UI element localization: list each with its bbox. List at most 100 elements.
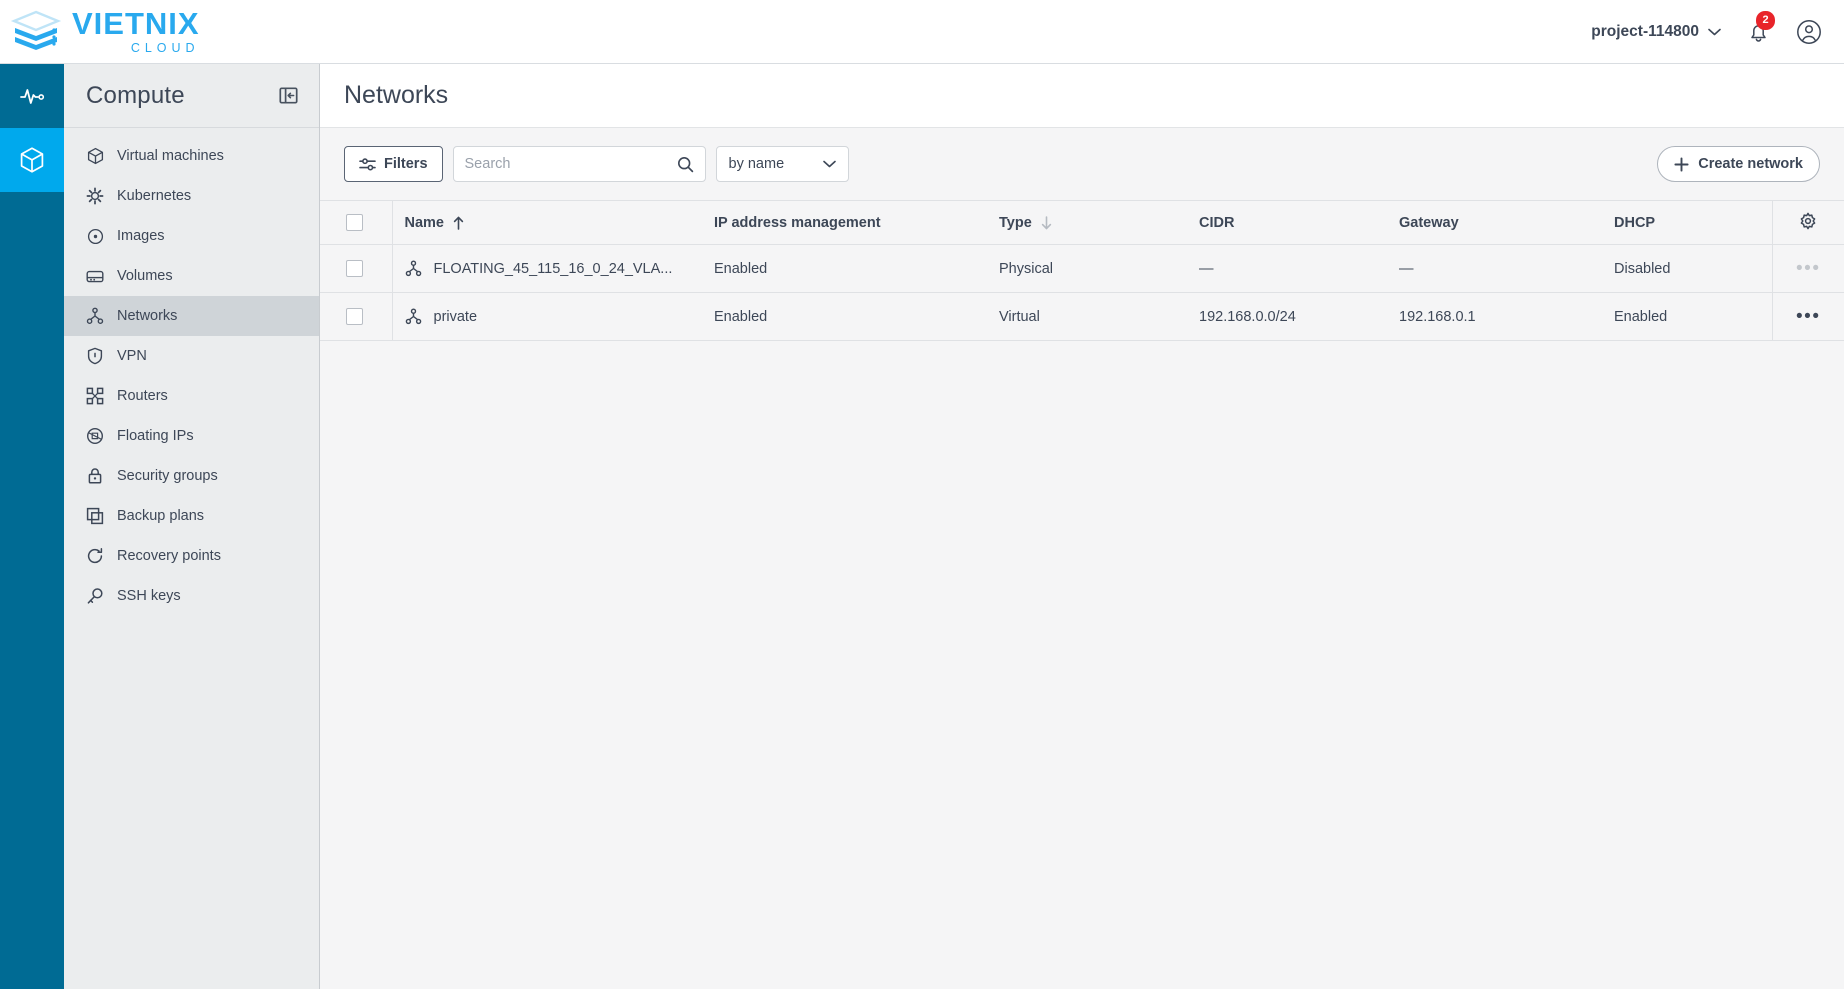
top-header: VIETNIX CLOUD project-114800 2: [0, 0, 1844, 64]
network-nodes-icon: [405, 308, 421, 325]
rail-item-compute[interactable]: [0, 128, 64, 192]
avatar[interactable]: [1796, 19, 1822, 45]
cell-gateway: —: [1387, 244, 1602, 293]
sidebar-item-virtual-machines[interactable]: Virtual machines: [64, 136, 319, 176]
floating-ip-icon: [86, 427, 104, 445]
copy-icon: [86, 507, 104, 525]
cube-icon: [20, 147, 44, 173]
column-header-ipam[interactable]: IP address management: [702, 200, 987, 245]
sort-value: by name: [728, 156, 785, 172]
kebab-menu-icon[interactable]: •••: [1796, 306, 1821, 327]
row-checkbox[interactable]: [346, 260, 363, 277]
cell-gateway: 192.168.0.1: [1387, 292, 1602, 341]
sidebar-item-volumes[interactable]: Volumes: [64, 256, 319, 296]
sidebar-item-label: Routers: [117, 388, 168, 404]
sidebar-item-label: Virtual machines: [117, 148, 224, 164]
body: Compute: [0, 64, 1844, 989]
cell-type: Virtual: [987, 292, 1187, 341]
search-input[interactable]: [464, 156, 677, 172]
table-row[interactable]: FLOATING_45_115_16_0_24_VLA... Enabled P…: [320, 244, 1844, 293]
sidebar-item-label: Kubernetes: [117, 188, 192, 204]
row-actions-cell: •••: [1771, 244, 1844, 293]
cell-ipam: Enabled: [702, 292, 987, 341]
filters-button[interactable]: Filters: [344, 146, 443, 182]
cell-name: FLOATING_45_115_16_0_24_VLA...: [392, 244, 702, 293]
project-label: project-114800: [1591, 22, 1699, 40]
sort-select[interactable]: by name: [715, 146, 849, 182]
column-header-type[interactable]: Type: [987, 200, 1187, 245]
network-name: private: [433, 308, 478, 325]
sidebar-item-label: Networks: [117, 308, 178, 324]
column-header-gateway[interactable]: Gateway: [1387, 200, 1602, 245]
network-nodes-icon: [405, 260, 421, 277]
table-settings-button[interactable]: [1799, 212, 1817, 230]
select-all-checkbox[interactable]: [346, 214, 363, 231]
toolbar-left-group: Filters by name: [344, 146, 849, 182]
cell-cidr: 192.168.0.0/24: [1187, 292, 1387, 341]
column-header-dhcp[interactable]: DHCP: [1602, 200, 1772, 245]
cell-dhcp: Disabled: [1602, 244, 1772, 293]
sidebar-item-label: Volumes: [117, 268, 173, 284]
sidebar-item-vpn[interactable]: VPN: [64, 336, 319, 376]
row-select-cell: [320, 244, 393, 293]
toolbar: Filters by name: [320, 128, 1844, 200]
sliders-icon: [359, 157, 376, 170]
sidebar-item-label: Recovery points: [117, 548, 221, 564]
activity-pulse-icon: [20, 89, 45, 104]
cell-name: private: [392, 292, 702, 341]
brand-name: VIETNIX: [72, 6, 200, 42]
sidebar-item-networks[interactable]: Networks: [64, 296, 319, 336]
search-icon[interactable]: [677, 156, 694, 173]
column-header-cidr[interactable]: CIDR: [1187, 200, 1387, 245]
sidebar-item-routers[interactable]: Routers: [64, 376, 319, 416]
user-circle-icon: [1797, 19, 1821, 44]
panel-collapse-icon: [279, 87, 298, 104]
network-name: FLOATING_45_115_16_0_24_VLA...: [433, 260, 673, 277]
column-settings-cell: [1771, 200, 1844, 245]
cell-dhcp: Enabled: [1602, 292, 1772, 341]
column-header-name[interactable]: Name: [392, 200, 702, 245]
arrow-down-icon: [1041, 215, 1051, 229]
project-selector[interactable]: project-114800: [1591, 23, 1721, 41]
create-network-button[interactable]: Create network: [1657, 146, 1820, 182]
create-network-label: Create network: [1698, 156, 1803, 172]
sidebar-item-label: Floating IPs: [117, 428, 194, 444]
sidebar-nav: Virtual machines: [64, 128, 319, 616]
cell-ipam: Enabled: [702, 244, 987, 293]
sidebar-collapse-button[interactable]: [278, 85, 299, 106]
kebab-menu-icon[interactable]: •••: [1796, 258, 1821, 279]
cell-cidr: —: [1187, 244, 1387, 293]
sidebar-item-label: Backup plans: [117, 508, 205, 524]
column-label: CIDR: [1199, 214, 1235, 231]
sidebar-item-floating-ips[interactable]: Floating IPs: [64, 416, 319, 456]
sidebar: Compute: [64, 64, 320, 989]
sidebar-item-recovery-points[interactable]: Recovery points: [64, 536, 319, 576]
rail-item-monitoring[interactable]: [0, 64, 64, 128]
plus-icon: [1674, 156, 1689, 172]
search-box[interactable]: [452, 146, 706, 182]
header-actions: project-114800 2: [1591, 10, 1822, 45]
main-content: Networks Filters: [320, 64, 1844, 989]
notifications-button[interactable]: 2: [1747, 10, 1775, 44]
table-body: FLOATING_45_115_16_0_24_VLA... Enabled P…: [320, 244, 1844, 341]
brand-logo[interactable]: VIETNIX CLOUD: [10, 8, 200, 55]
network-nodes-icon: [86, 307, 104, 325]
cell-type: Physical: [987, 244, 1187, 293]
sidebar-item-security-groups[interactable]: Security groups: [64, 456, 319, 496]
sidebar-item-kubernetes[interactable]: Kubernetes: [64, 176, 319, 216]
sidebar-title: Compute: [86, 81, 185, 109]
table-row[interactable]: private Enabled Virtual 192.168.0.0/24 1…: [320, 292, 1844, 341]
router-icon: [86, 387, 104, 405]
column-label: IP address management: [714, 214, 881, 231]
cube-icon: [86, 147, 104, 165]
sidebar-item-backup-plans[interactable]: Backup plans: [64, 496, 319, 536]
sidebar-item-ssh-keys[interactable]: SSH keys: [64, 576, 319, 616]
shield-icon: [86, 347, 104, 365]
lock-icon: [86, 467, 104, 485]
sidebar-item-images[interactable]: Images: [64, 216, 319, 256]
row-checkbox[interactable]: [346, 308, 363, 325]
row-select-cell: [320, 292, 393, 341]
arrow-up-icon: [453, 216, 464, 230]
disc-icon: [86, 227, 104, 245]
